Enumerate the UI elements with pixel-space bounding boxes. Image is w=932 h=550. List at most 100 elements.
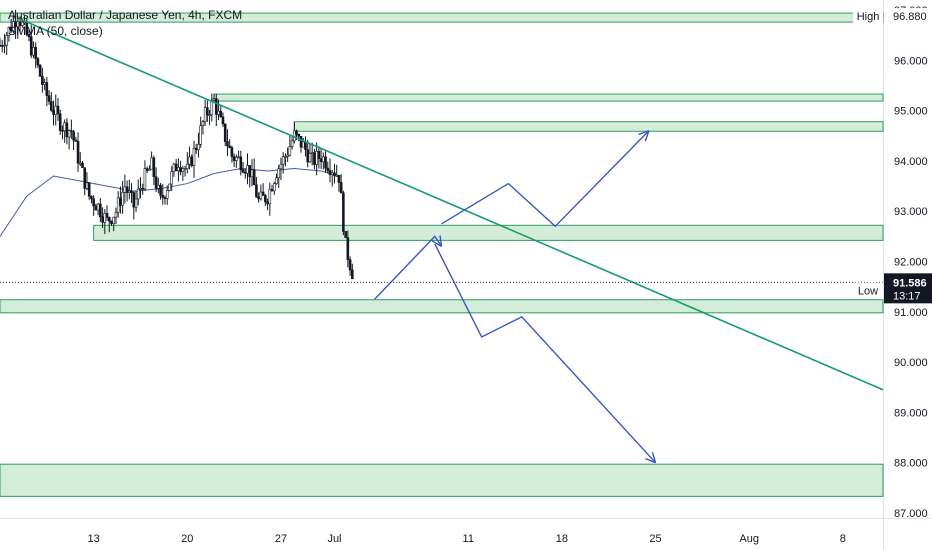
candle-body (333, 172, 336, 176)
x-tick-label: 27 (275, 533, 287, 545)
projection-arrowhead (439, 235, 443, 247)
x-tick-label: 13 (88, 533, 100, 545)
trend-line (19, 18, 884, 391)
x-tick-label: Jul (327, 533, 341, 545)
candle-body (324, 156, 327, 169)
last-price-tag (884, 273, 932, 304)
candle-body (152, 157, 156, 178)
candle-body (128, 190, 131, 193)
candle-body (3, 44, 6, 47)
candle-body (268, 188, 272, 205)
candle-body (266, 201, 269, 205)
candle-body (330, 172, 334, 175)
projection-arrowhead (645, 457, 656, 464)
candle-body (197, 143, 200, 151)
candle-body (103, 213, 107, 223)
projection-arrowhead (431, 240, 442, 248)
candle-body (217, 110, 220, 115)
candle-body (139, 188, 142, 190)
candle-body (346, 237, 350, 260)
candle-body (301, 141, 305, 148)
high-value-tag (884, 8, 932, 25)
candle-body (96, 203, 100, 211)
candle-body (27, 34, 31, 37)
candle-body (275, 177, 278, 184)
candle-body (29, 36, 33, 56)
candle-body (179, 167, 182, 173)
projection-path-0 (374, 235, 443, 300)
candle-body (194, 147, 198, 151)
candle-body (351, 269, 354, 280)
candle-body (54, 105, 58, 115)
low-marker-tag (853, 282, 883, 299)
candle-body (65, 122, 69, 138)
y-tick-label: 88.000 (894, 458, 928, 470)
candle-body (344, 231, 347, 238)
candle-body (277, 168, 281, 179)
candle-body (188, 156, 191, 165)
candle-body (20, 21, 24, 26)
candle-body (279, 163, 283, 170)
candle-body (110, 220, 113, 224)
candle-body (281, 156, 285, 165)
candle-body (348, 259, 352, 271)
candle-body (92, 198, 95, 207)
candle-body (257, 196, 260, 200)
candle-body (63, 122, 66, 132)
candle-body (328, 170, 332, 175)
candle-body (43, 82, 46, 85)
high-marker-label: High (857, 11, 880, 23)
candle-body (250, 169, 254, 178)
candle-body (47, 95, 51, 102)
candle-body (159, 184, 162, 196)
candle-body (199, 125, 202, 145)
candle-body (190, 156, 194, 167)
y-tick-label: 90.000 (894, 357, 928, 369)
candle-body (299, 135, 303, 148)
candle-body (192, 147, 196, 167)
candle-body (130, 190, 133, 193)
candle-body (237, 156, 240, 159)
y-tick-label: 92.000 (894, 257, 928, 269)
x-tick-label: Aug (739, 533, 759, 545)
candle-body (90, 195, 93, 200)
high-value-label: 96.880 (893, 11, 927, 23)
candle-body (0, 44, 2, 47)
candle-body (306, 149, 310, 163)
candle-body (246, 165, 249, 174)
y-tick-label: 96.000 (894, 55, 928, 67)
candle-body (114, 211, 118, 218)
projection-arrowhead (651, 451, 657, 463)
candle-body (239, 156, 243, 171)
projection-arrowhead (644, 130, 650, 142)
candle-body (230, 147, 234, 157)
candle-body (170, 171, 173, 185)
x-tick-label: 8 (840, 533, 846, 545)
candle-body (45, 82, 49, 96)
candle-body (145, 168, 149, 171)
candle-body (243, 171, 247, 174)
chart-title: Australian Dollar / Japanese Yen, 4h, FX… (8, 8, 243, 22)
candle-body (310, 152, 314, 155)
candle-body (165, 190, 169, 199)
candle-body (270, 188, 274, 192)
candle-body (70, 130, 73, 132)
candle-body (132, 192, 136, 208)
candle-body (186, 163, 189, 169)
candle-body (203, 107, 207, 123)
candle-body (123, 186, 127, 193)
candle-body (181, 168, 185, 173)
candle-body (121, 192, 124, 206)
chart-legend: Australian Dollar / Japanese Yen, 4h, FX… (8, 8, 242, 39)
candle-body (99, 203, 102, 218)
candle-body (85, 182, 89, 189)
candle-body (34, 47, 37, 59)
candle-body (7, 27, 11, 36)
candle-body (214, 98, 218, 115)
candle-body (319, 158, 323, 163)
candle-body (261, 191, 265, 196)
candle-body (235, 156, 238, 161)
candle-body (136, 188, 140, 200)
candle-body (284, 156, 287, 158)
